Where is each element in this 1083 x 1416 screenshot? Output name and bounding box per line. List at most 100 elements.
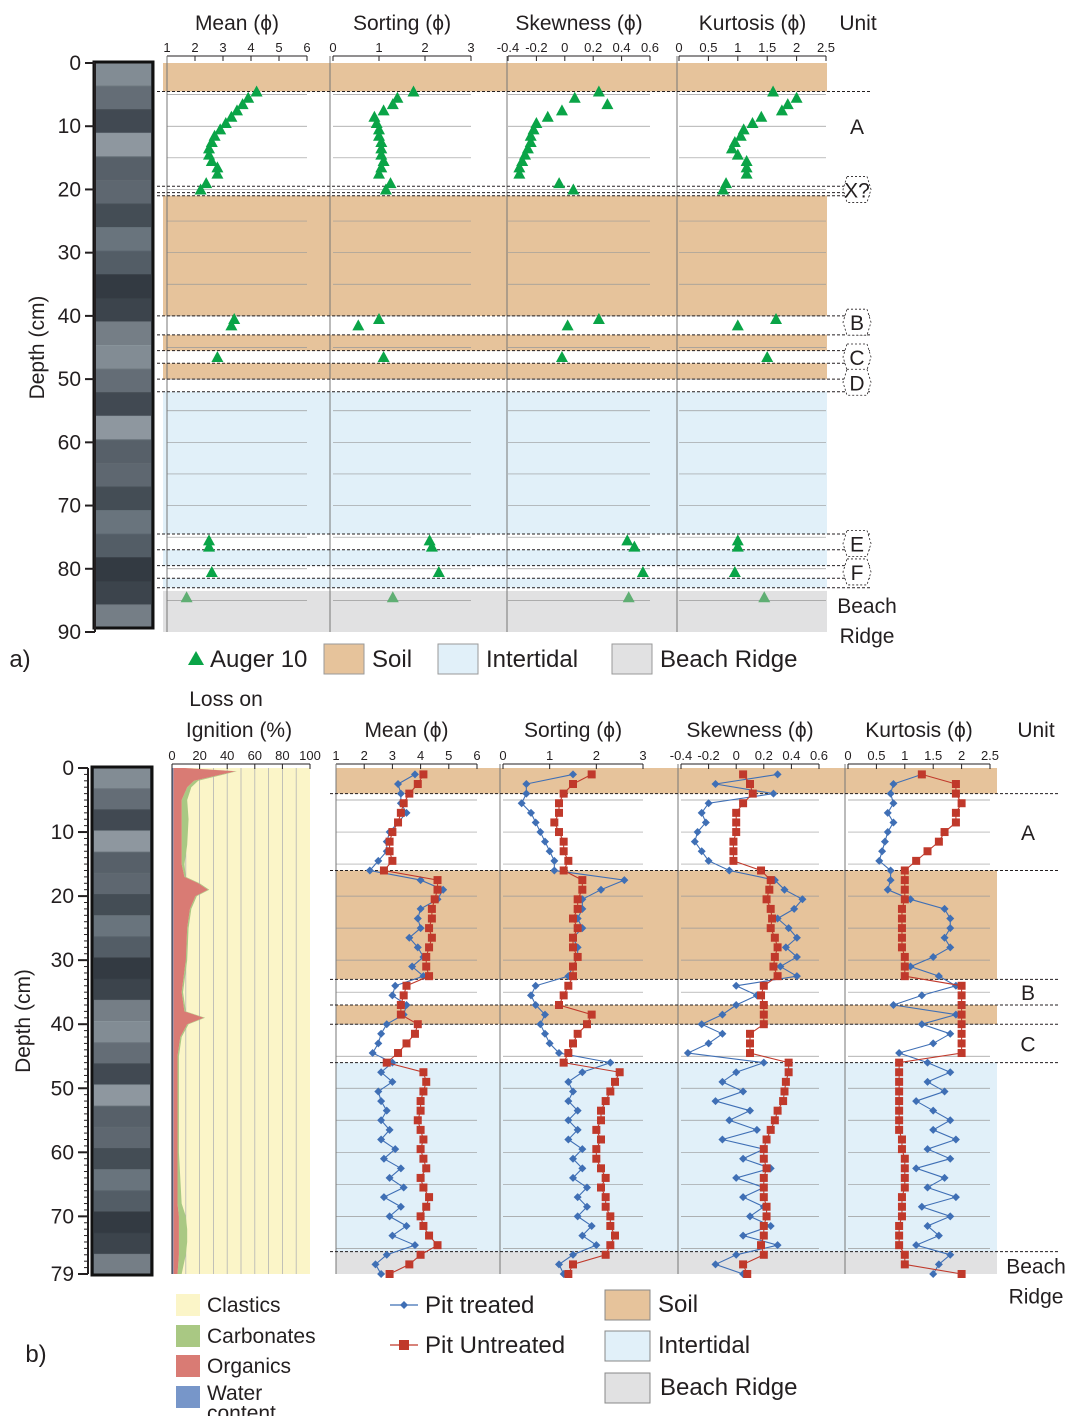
treated-point-mean: [374, 856, 383, 865]
track-tick-label: 2: [191, 40, 198, 55]
untreated-point-mean: [427, 904, 436, 913]
treated-point-mean: [365, 866, 374, 875]
loi-tick-label: 0: [168, 748, 175, 763]
untreated-point-mean: [425, 1231, 434, 1240]
untreated-point-sorting: [587, 1010, 596, 1019]
treated-point-skewness: [732, 981, 741, 990]
depth-tick-label: 79: [51, 1263, 74, 1286]
depth-tick-label: 10: [58, 115, 81, 138]
treated-point-kurtosis: [886, 866, 895, 875]
untreated-point-mean: [422, 952, 431, 961]
track-title: Sorting (ϕ): [353, 12, 451, 35]
untreated-point-kurtosis: [957, 1039, 966, 1048]
auger-point-kurtosis: [767, 85, 780, 97]
core-layer: [96, 321, 151, 346]
untreated-point-skewness: [729, 847, 738, 856]
auger-point-sorting: [386, 98, 399, 110]
treated-point-skewness: [752, 1125, 761, 1134]
treated-point-skewness: [739, 1231, 748, 1240]
depth-axis-title: Depth (cm): [12, 969, 35, 1073]
treated-point-kurtosis: [875, 856, 884, 865]
track-tick-label: 2.5: [981, 748, 999, 763]
treated-point-mean: [413, 914, 422, 923]
treated-point-kurtosis: [923, 1058, 932, 1067]
track-tick-label: 0: [499, 748, 506, 763]
treated-point-kurtosis: [929, 1039, 938, 1048]
treated-point-kurtosis: [923, 1183, 932, 1192]
auger-point-kurtosis: [731, 319, 744, 331]
depth-tick-label: 80: [58, 558, 81, 581]
untreated-point-sorting: [569, 943, 577, 952]
depth-tick-label: 0: [62, 757, 74, 780]
untreated-point-kurtosis: [900, 1183, 909, 1192]
untreated-point-sorting: [559, 847, 568, 856]
untreated-point-sorting: [569, 1260, 577, 1269]
treated-point-sorting: [583, 1183, 591, 1192]
band-intertidal: [163, 391, 827, 535]
treated-point-sorting: [522, 789, 531, 798]
legend-label: Intertidal: [486, 646, 578, 673]
auger-point-sorting: [379, 183, 392, 195]
untreated-point-kurtosis: [900, 972, 909, 981]
loi-tick-label: 20: [192, 748, 206, 763]
treated-point-kurtosis: [951, 1135, 960, 1144]
treated-point-sorting: [578, 1231, 587, 1240]
track-tick-label: 6: [303, 40, 310, 55]
untreated-point-sorting: [606, 1221, 615, 1230]
core-layer: [96, 345, 151, 370]
untreated-point-sorting: [597, 1135, 605, 1144]
legend-loi-label: Carbonates: [207, 1325, 316, 1348]
untreated-point-kurtosis: [897, 904, 906, 913]
treated-point-skewness: [739, 1087, 748, 1096]
auger-point-skewness: [553, 177, 566, 189]
treated-point-skewness: [725, 866, 734, 875]
loi-carbonates-area: [177, 768, 237, 1274]
treated-point-sorting: [536, 828, 545, 837]
track-title: Skewness (ϕ): [686, 719, 813, 742]
untreated-point-kurtosis: [900, 1250, 909, 1259]
untreated-point-skewness: [769, 962, 778, 971]
untreated-point-mean: [402, 1039, 411, 1048]
band-soil: [163, 334, 827, 351]
untreated-point-kurtosis: [895, 1125, 904, 1134]
untreated-point-kurtosis: [900, 1154, 909, 1163]
treated-point-mean: [399, 1183, 408, 1192]
untreated-point-skewness: [757, 866, 766, 875]
loi-panel: 0 20 40 60 80 100 Loss on Ignition (%): [168, 688, 321, 1274]
series-pit-untreated: [379, 770, 966, 1278]
untreated-point-skewness: [781, 1077, 790, 1086]
track-tick-label: 0: [675, 40, 682, 55]
treated-point-skewness: [732, 1068, 741, 1077]
depth-tick-label: 30: [51, 949, 74, 972]
unit-boundaries-a: [157, 90, 870, 589]
treated-point-kurtosis: [929, 1125, 938, 1134]
track-tick-label: 5: [275, 40, 282, 55]
legend-box-intertidal: [604, 1330, 651, 1362]
treated-point-sorting: [555, 1260, 563, 1269]
auger-point-sorting: [423, 534, 436, 546]
treated-point-skewness: [781, 943, 790, 952]
core-layer: [94, 1211, 150, 1234]
untreated-point-sorting: [597, 1183, 605, 1192]
auger-point-mean: [242, 91, 255, 103]
core-layer: [96, 392, 151, 417]
untreated-point-sorting: [569, 914, 577, 923]
treated-point-skewness: [766, 1221, 775, 1230]
treated-point-sorting: [583, 1202, 591, 1211]
treated-point-mean: [385, 1212, 394, 1221]
treated-point-kurtosis: [940, 1087, 949, 1096]
core-layer: [96, 486, 151, 512]
core-layer: [94, 851, 150, 874]
untreated-point-kurtosis: [957, 991, 966, 1000]
untreated-point-sorting: [583, 1020, 591, 1029]
treated-point-kurtosis: [940, 904, 949, 913]
treated-point-sorting: [597, 885, 605, 894]
treated-point-sorting: [531, 981, 540, 990]
treated-point-mean: [377, 1068, 386, 1077]
untreated-point-kurtosis: [895, 1231, 904, 1240]
core-layer: [94, 1190, 150, 1213]
core-layer: [94, 1126, 150, 1149]
auger-point-skewness: [628, 540, 641, 552]
core-layer: [94, 1232, 150, 1255]
treated-point-skewness: [697, 1020, 706, 1029]
